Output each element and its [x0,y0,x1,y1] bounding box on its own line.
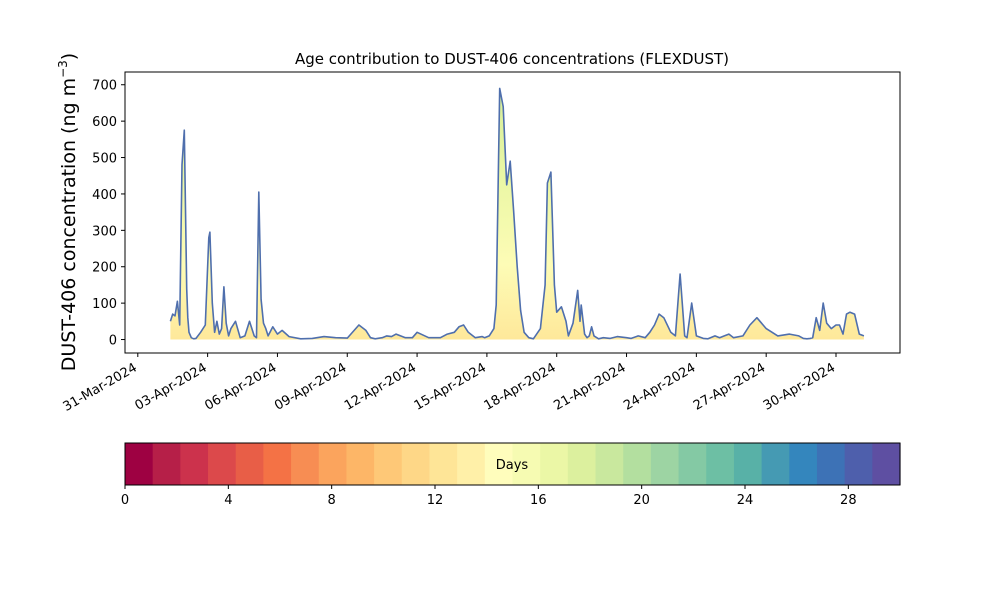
colorbar-tick-label: 24 [737,493,754,508]
x-tick-label: 27-Apr-2024 [691,360,768,413]
colorbar-swatch [761,443,790,485]
colorbar-tick-label: 0 [121,493,129,508]
colorbar-tick-label: 4 [224,493,232,508]
colorbar-swatch [291,443,320,485]
x-axis: 31-Mar-202403-Apr-202406-Apr-202409-Apr-… [61,353,838,415]
y-axis-label: DUST-406 concentration (ng m−3) [56,53,80,371]
y-tick-label: 600 [92,115,117,130]
colorbar-swatch [733,443,763,485]
colorbar-swatch [540,443,569,485]
colorbar-swatch [789,443,818,485]
y-tick-label: 300 [92,224,117,239]
colorbar-label: Days [496,458,529,473]
colorbar-swatch [152,443,181,485]
age-contribution-area [170,88,864,340]
colorbar-tick-label: 16 [530,493,547,508]
colorbar-swatch [484,443,514,485]
y-tick-label: 700 [92,79,117,94]
colorbar-swatch [429,443,458,485]
x-tick-label: 18-Apr-2024 [482,360,559,413]
series-layer [169,87,865,340]
colorbar: 0 4 8 12 16 20 24 28 [121,442,901,508]
colorbar-swatch [263,443,292,485]
colorbar-swatch [208,443,237,485]
total-concentration-line [169,87,865,340]
colorbar-tick-label: 12 [427,493,444,508]
colorbar-tick-label: 28 [840,493,857,508]
x-tick-label: 15-Apr-2024 [412,360,489,413]
colorbar-swatch [235,443,264,485]
x-tick-label: 30-Apr-2024 [761,360,838,413]
colorbar-swatch [457,443,486,485]
colorbar-swatch [706,443,735,485]
x-tick-label: 12-Apr-2024 [342,360,419,413]
colorbar-swatch [872,443,901,485]
colorbar-swatch [401,443,431,485]
x-tick-label: 24-Apr-2024 [621,360,698,413]
x-tick-label: 09-Apr-2024 [272,360,349,413]
y-axis: 0 100 200 300 400 500 600 700 [92,79,125,349]
x-tick-label: 03-Apr-2024 [132,360,209,413]
colorbar-tick-label: 8 [328,493,336,508]
chart-title: Age contribution to DUST-406 concentrati… [295,50,729,68]
colorbar-swatch [346,443,375,485]
plot-frame [124,71,901,354]
y-tick-label: 400 [92,188,117,203]
colorbar-swatch [125,443,154,485]
colorbar-swatch [678,443,707,485]
x-tick-label: 06-Apr-2024 [202,360,279,413]
colorbar-swatch [512,443,541,485]
colorbar-swatch [816,443,846,485]
y-tick-label: 100 [92,297,117,312]
colorbar-swatch [623,443,652,485]
colorbar-swatch [844,443,873,485]
colorbar-swatch [374,443,403,485]
y-tick-label: 200 [92,261,117,276]
x-tick-label: 21-Apr-2024 [551,360,628,413]
colorbar-swatch [180,443,209,485]
colorbar-tick-label: 20 [633,493,650,508]
y-tick-label: 0 [109,334,117,349]
colorbar-swatch [567,443,597,485]
colorbar-frame [124,442,901,486]
colorbar-swatch [650,443,680,485]
colorbar-swatch [318,443,348,485]
colorbar-swatch [595,443,624,485]
y-tick-label: 500 [92,152,117,167]
